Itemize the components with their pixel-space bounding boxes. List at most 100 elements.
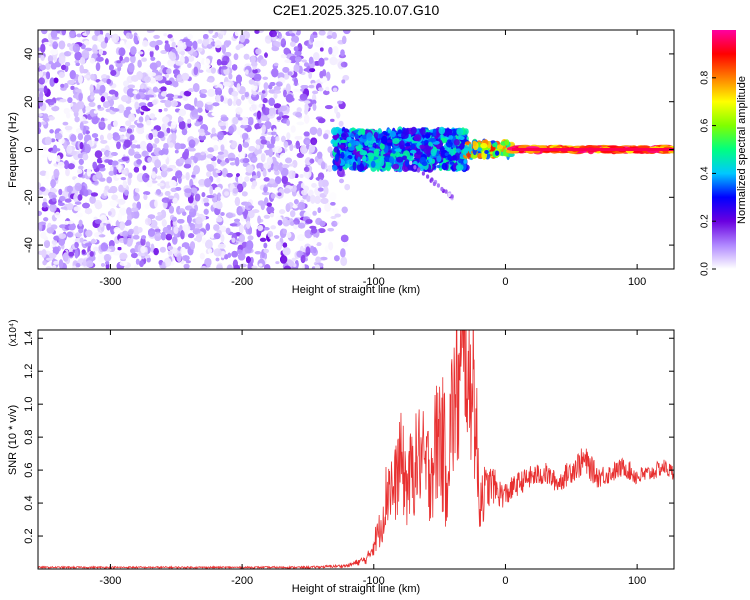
spectrogram-cell: [332, 87, 338, 93]
spectrogram-cell: [51, 239, 58, 245]
spectrogram-cell: [41, 206, 49, 212]
spectrogram-cell: [294, 136, 303, 140]
spectrogram-cell: [158, 109, 163, 113]
spectrogram-cell: [118, 164, 122, 174]
spectrogram-cell: [146, 257, 151, 263]
spectrogram-cell: [198, 179, 206, 186]
spectrogram-cell: [204, 258, 212, 267]
spectrogram-cell: [147, 157, 152, 163]
spectrogram-cell: [206, 195, 215, 199]
spectrogram-cell: [140, 84, 145, 90]
spectrogram-cell: [104, 185, 110, 191]
spectrogram-cell: [163, 257, 172, 267]
spectrogram-cell: [323, 186, 329, 196]
spectrogram-cell: [175, 170, 183, 179]
spectrogram-cell: [262, 107, 271, 116]
spectrogram-cell: [220, 234, 225, 243]
spectrogram-cell: [228, 125, 234, 134]
spectrogram-cell: [216, 177, 221, 183]
spectrogram-cell: [285, 94, 294, 103]
spectrogram-cell: [153, 34, 161, 39]
spectrogram-cell: [212, 102, 220, 107]
spectrogram-cell: [295, 112, 302, 118]
spectrogram-cell: [231, 91, 239, 97]
spectrogram-cell: [275, 241, 282, 251]
spectrogram-cell: [167, 250, 173, 256]
spectrogram-cell: [314, 40, 322, 48]
spectrogram-cell: [149, 49, 154, 58]
spectrogram-cell: [203, 208, 209, 215]
spectrogram-cell: [261, 90, 266, 94]
spectrogram-cell: [259, 237, 267, 242]
spectrogram-cell: [206, 171, 212, 178]
spectrogram-cell: [175, 187, 182, 191]
spectrogram-cell: [131, 139, 138, 143]
spectrogram-cell: [39, 186, 46, 192]
spectrogram-cell: [281, 176, 288, 184]
spectrogram-cell: [251, 103, 259, 113]
spectrogram-cell: [91, 238, 96, 244]
spectrogram-cell: [320, 256, 328, 261]
spectrogram-cell: [282, 228, 287, 235]
spectrogram-cell: [327, 165, 333, 172]
spectrogram-cell: [211, 193, 218, 203]
spectrogram-cell: [171, 121, 177, 125]
spectrogram-cell: [327, 146, 333, 154]
spectrogram-cell: [101, 263, 105, 267]
spectrogram-cell: [204, 202, 210, 207]
spectrogram-cell: [285, 83, 291, 93]
spectrogram-cell: [140, 140, 147, 151]
spectrogram-cell: [197, 39, 203, 44]
spectrogram-cell: [257, 225, 264, 231]
spectrogram-cell: [221, 44, 226, 54]
spectrogram-cell: [43, 41, 51, 46]
spectrogram-cell: [116, 141, 121, 150]
spectrogram-cell: [44, 240, 50, 248]
spectrogram-cell: [122, 180, 127, 189]
spectrogram-cell: [162, 227, 169, 234]
spectrogram-cell: [129, 134, 135, 141]
spectrogram-cell: [89, 251, 94, 257]
spectrogram-cell: [125, 40, 132, 49]
spectrogram-cell: [130, 46, 137, 55]
spectrogram-cell: [83, 189, 89, 197]
spectrogram-cell: [137, 59, 142, 68]
spectrogram-cell: [66, 231, 74, 238]
spectrogram-cell: [216, 59, 222, 66]
spectrogram-cell: [74, 182, 82, 192]
spectrogram-cell: [340, 248, 346, 258]
spectrogram-cell: [286, 119, 290, 126]
spectrogram-cell: [326, 171, 331, 178]
spectrogram-cell: [63, 108, 70, 115]
spectrogram-cell: [321, 179, 329, 188]
spectrogram-cell: [232, 187, 239, 194]
spectrogram-cell: [41, 249, 47, 258]
spectrogram-cell: [295, 140, 300, 149]
spectrogram-cell: [248, 79, 255, 85]
spectrogram-cell: [304, 103, 309, 112]
spectrogram-cell: [293, 78, 298, 86]
spectrogram-cell: [157, 131, 165, 139]
spectrogram-cell: [161, 197, 170, 203]
spectrogram-cell: [63, 83, 69, 89]
spectrogram-cell: [206, 154, 214, 159]
spectrogram-cell: [296, 152, 304, 158]
spectrogram-cell: [49, 77, 55, 87]
spectrogram-cell: [238, 234, 245, 243]
spectrogram-cell: [187, 55, 195, 62]
spectrogram-cell: [328, 241, 334, 251]
spectrogram-cell: [181, 128, 188, 136]
spectrogram-cell: [82, 259, 87, 267]
spectrogram-cell: [231, 64, 238, 71]
spectrogram-cell: [273, 163, 280, 172]
spectrogram-cell: [340, 61, 348, 68]
spectrogram-cell: [38, 191, 43, 196]
spectrogram-cell: [225, 212, 234, 219]
spectrogram-cell: [58, 56, 66, 64]
spectrogram-cell: [282, 247, 291, 256]
spectrogram-cell: [185, 260, 191, 264]
spectrogram-cell: [100, 134, 104, 141]
spectrogram-cell: [166, 127, 171, 134]
spectrogram-cell: [233, 264, 240, 269]
spectrogram-cell: [172, 81, 179, 88]
